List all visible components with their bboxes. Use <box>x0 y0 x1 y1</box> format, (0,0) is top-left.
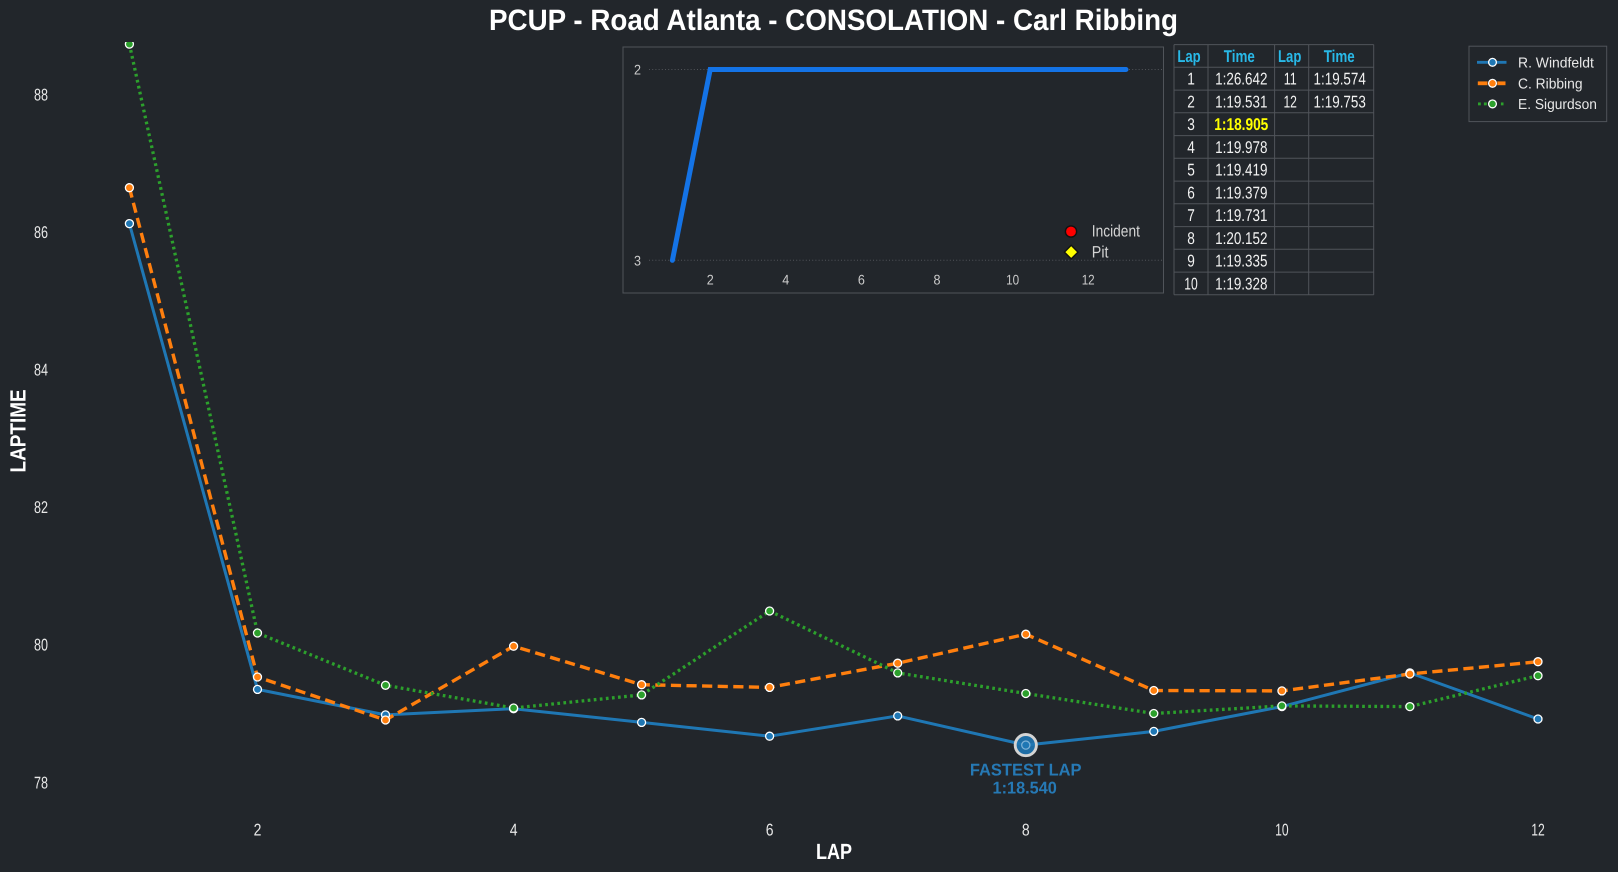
svg-text:12: 12 <box>1283 93 1297 112</box>
svg-text:9: 9 <box>1187 252 1195 271</box>
svg-text:10: 10 <box>1184 274 1198 293</box>
svg-text:1:19.574: 1:19.574 <box>1314 70 1366 89</box>
svg-text:2: 2 <box>707 272 714 288</box>
svg-text:6: 6 <box>1187 183 1195 202</box>
svg-text:10: 10 <box>1275 821 1289 840</box>
svg-text:4: 4 <box>782 272 789 288</box>
svg-text:3: 3 <box>1187 115 1195 134</box>
svg-text:1:18.905: 1:18.905 <box>1214 115 1268 134</box>
svg-text:FASTEST LAP: FASTEST LAP <box>970 760 1082 779</box>
svg-text:Lap: Lap <box>1177 47 1200 66</box>
svg-text:1:26.642: 1:26.642 <box>1215 70 1267 89</box>
svg-text:1:19.531: 1:19.531 <box>1215 93 1267 112</box>
svg-text:4: 4 <box>510 821 518 840</box>
svg-text:1:19.419: 1:19.419 <box>1215 161 1267 180</box>
svg-text:1: 1 <box>1187 70 1195 89</box>
svg-text:1:19.978: 1:19.978 <box>1215 138 1267 157</box>
svg-text:2: 2 <box>634 62 641 78</box>
svg-text:78: 78 <box>34 773 48 792</box>
svg-text:8: 8 <box>934 272 941 288</box>
svg-text:1:18.540: 1:18.540 <box>993 779 1057 798</box>
svg-text:3: 3 <box>634 252 641 268</box>
svg-text:12: 12 <box>1531 821 1545 840</box>
svg-text:LAP: LAP <box>816 839 852 864</box>
svg-text:8: 8 <box>1187 229 1195 248</box>
svg-text:1:19.753: 1:19.753 <box>1314 93 1366 112</box>
svg-text:84: 84 <box>34 361 48 380</box>
svg-text:Time: Time <box>1324 47 1355 66</box>
svg-text:Lap: Lap <box>1278 47 1301 66</box>
svg-text:6: 6 <box>858 272 865 288</box>
svg-text:7: 7 <box>1187 206 1195 225</box>
svg-text:11: 11 <box>1284 70 1297 89</box>
svg-text:4: 4 <box>1187 138 1195 157</box>
svg-text:82: 82 <box>34 498 48 517</box>
svg-text:88: 88 <box>34 85 48 104</box>
svg-text:C. Ribbing: C. Ribbing <box>1518 76 1583 92</box>
svg-text:Incident: Incident <box>1092 223 1140 241</box>
svg-text:80: 80 <box>34 636 48 655</box>
svg-text:1:20.152: 1:20.152 <box>1215 229 1267 248</box>
svg-text:LAPTIME: LAPTIME <box>5 389 30 472</box>
svg-text:1:19.379: 1:19.379 <box>1215 183 1267 202</box>
svg-text:1:19.731: 1:19.731 <box>1215 206 1267 225</box>
svg-text:1:19.328: 1:19.328 <box>1215 274 1267 293</box>
svg-text:2: 2 <box>1187 93 1195 112</box>
svg-text:R. Windfeldt: R. Windfeldt <box>1518 55 1594 71</box>
svg-text:Pit: Pit <box>1092 244 1109 262</box>
svg-text:E. Sigurdson: E. Sigurdson <box>1518 97 1597 113</box>
svg-text:6: 6 <box>766 821 774 840</box>
svg-text:5: 5 <box>1187 161 1195 180</box>
svg-text:Time: Time <box>1224 47 1255 66</box>
svg-text:10: 10 <box>1006 272 1019 288</box>
svg-text:2: 2 <box>254 821 262 840</box>
svg-text:86: 86 <box>34 223 48 242</box>
svg-text:8: 8 <box>1022 821 1030 840</box>
svg-text:1:19.335: 1:19.335 <box>1215 252 1267 271</box>
svg-text:PCUP - Road Atlanta - CONSOLAT: PCUP - Road Atlanta - CONSOLATION - Carl… <box>489 4 1178 37</box>
svg-text:12: 12 <box>1082 272 1095 288</box>
